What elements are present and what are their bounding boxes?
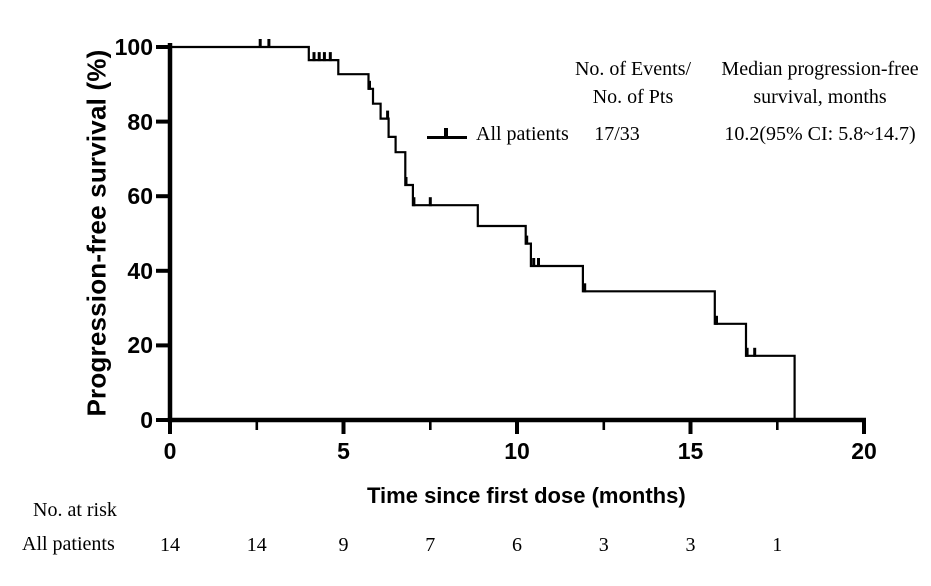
risk-count: 3	[598, 534, 609, 556]
x-tick-label: 20	[851, 438, 877, 464]
risk-count: 1	[772, 534, 783, 556]
risk-table-row-label: All patients	[22, 533, 115, 555]
risk-table-title: No. at risk	[33, 499, 117, 521]
risk-count: 3	[685, 534, 696, 556]
legend-series-label: All patients	[476, 123, 569, 145]
y-tick-label: 100	[114, 34, 153, 60]
median-header-line2: survival, months	[753, 86, 887, 108]
y-tick-label: 60	[127, 183, 153, 210]
events-header-line1: No. of Events/	[574, 58, 692, 80]
y-tick-label: 0	[140, 407, 153, 433]
median-header-line1: Median progression-free	[721, 58, 919, 80]
legend-series-median: 10.2(95% CI: 5.8~14.7)	[724, 123, 916, 145]
legend-series-marker	[427, 128, 467, 139]
events-column-header: No. of Events/ No. of Pts	[524, 55, 742, 111]
x-tick-label: 0	[163, 438, 177, 464]
risk-count: 14	[160, 534, 180, 556]
risk-count: 6	[512, 534, 522, 556]
risk-count: 7	[425, 534, 436, 556]
events-header-line2: No. of Pts	[592, 86, 674, 108]
x-axis-title: Time since first dose (months)	[367, 483, 686, 508]
risk-count: 9	[338, 534, 349, 556]
risk-count: 14	[246, 534, 267, 556]
x-tick-label: 10	[504, 438, 530, 464]
x-tick-label: 15	[677, 438, 704, 464]
y-axis-title: Progression-free survival (%)	[81, 49, 112, 417]
y-tick-label: 40	[127, 257, 153, 284]
median-column-header: Median progression-free survival, months	[700, 55, 931, 111]
y-tick-label: 20	[127, 332, 153, 359]
x-tick-label: 5	[337, 438, 350, 464]
y-tick-label: 80	[127, 108, 153, 135]
censor-tick-icon	[444, 128, 448, 138]
legend-series-events: 17/33	[594, 123, 640, 145]
